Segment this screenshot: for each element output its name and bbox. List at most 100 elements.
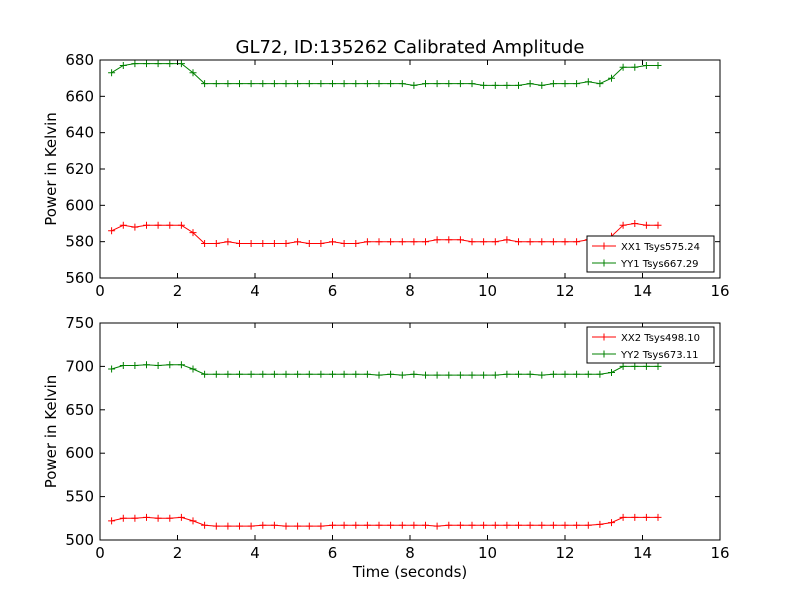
data-point [166,361,174,369]
data-point [119,362,127,369]
x-tick-label: 14 [633,282,652,300]
data-point [445,371,453,379]
legend-label: YY1 Tsys667.29 [620,259,699,270]
y-axis-label: Power in Kelvin [42,375,60,489]
data-point [375,371,383,379]
data-point [608,369,615,376]
y-tick-label: 680 [65,51,94,69]
data-point [259,370,267,378]
data-point [433,371,441,379]
data-point [398,80,406,88]
data-point [456,521,464,529]
data-point [422,80,429,88]
x-axis-label: Time (seconds) [352,563,468,581]
x-tick-label: 0 [95,544,105,562]
data-point [561,370,569,378]
data-point [317,240,325,247]
data-point [410,81,418,89]
data-point [596,520,604,528]
legend-marker [600,259,608,267]
data-point [445,236,453,244]
data-point [375,238,383,246]
data-point [212,370,220,378]
data-point [305,80,313,88]
data-point [584,370,592,378]
data-point [329,521,336,529]
data-point [305,522,313,530]
data-point [282,522,290,530]
legend-marker [600,350,608,358]
data-point [329,238,336,246]
y-tick-label: 750 [65,314,94,332]
data-point [422,521,429,529]
data-point [398,238,406,246]
figure-title: GL72, ID:135262 Calibrated Amplitude [236,37,585,58]
data-point [224,80,232,88]
data-point [468,80,476,88]
data-point [491,238,499,246]
data-point [619,221,627,229]
data-point [352,370,360,378]
data-point [329,370,336,378]
x-tick-label: 10 [478,282,497,300]
data-point [642,221,650,229]
data-point [549,80,557,88]
data-point [177,221,185,229]
data-point [294,238,302,246]
data-point [317,80,325,88]
data-point [515,521,522,529]
data-point [143,60,150,68]
data-point [270,80,278,88]
y-tick-label: 600 [65,444,94,462]
data-point [352,521,360,529]
data-point [212,522,220,530]
data-point [631,362,639,370]
data-point [538,81,546,89]
data-point [143,513,150,521]
data-point [491,371,499,379]
data-point [619,362,627,370]
data-point [166,221,174,229]
data-point [166,514,174,522]
data-point [654,513,662,521]
data-point [154,221,162,229]
data-point [387,521,395,529]
legend-box [586,326,715,364]
data-point [154,362,162,369]
data-point [177,60,185,68]
legend-marker [600,242,608,250]
data-point [654,221,662,229]
data-point [224,370,232,378]
data-point [259,240,267,247]
data-point [119,62,127,69]
x-tick-label: 10 [478,544,497,562]
data-point [515,370,522,378]
y-tick-label: 600 [65,196,94,214]
data-point [375,80,383,88]
data-point [363,238,371,246]
legend-label: XX1 Tsys575.24 [621,242,700,253]
data-point [503,236,511,244]
data-point [515,81,522,89]
data-point [201,521,209,529]
data-point [654,362,662,370]
data-point [270,370,278,378]
data-point [526,370,534,378]
data-point [468,238,476,246]
data-point [573,238,581,246]
legend: XX1 Tsys575.24 YY1 Tsys667.29 [586,235,715,273]
data-point [201,80,209,88]
data-point [480,238,488,246]
data-point [619,513,627,521]
data-point [224,522,232,530]
data-point [108,365,116,373]
data-point [189,229,197,237]
data-point [108,517,116,525]
x-tick-label: 14 [633,544,652,562]
x-tick-label: 2 [173,282,183,300]
data-point [480,371,488,379]
y-tick-label: 550 [65,488,94,506]
data-point [236,80,243,88]
data-point [294,522,302,530]
